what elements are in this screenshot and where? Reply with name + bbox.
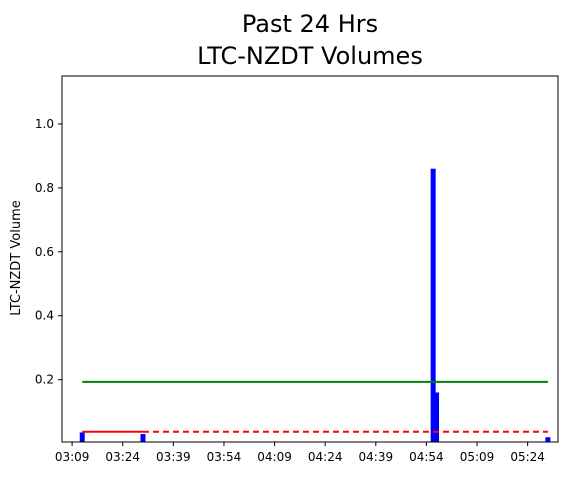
y-axis-label: LTC-NZDT Volume — [9, 200, 24, 315]
bars — [79, 168, 551, 442]
x-tick-label: 04:39 — [359, 450, 394, 464]
y-tick-label: 0.4 — [35, 309, 54, 323]
x-axis-ticks: 03:09 03:24 03:39 03:54 04:09 04:24 04:39 04:54… — [55, 442, 545, 464]
chart-title-line-2: LTC-NZDT Volumes — [197, 42, 423, 70]
volume-bar-4 — [545, 437, 551, 442]
x-tick-label: 03:09 — [55, 450, 90, 464]
x-tick-label: 03:54 — [207, 450, 242, 464]
x-tick-label: 04:09 — [257, 450, 292, 464]
y-tick-label: 0.6 — [35, 245, 54, 259]
chart-title-line-1: Past 24 Hrs — [242, 10, 378, 38]
x-tick-label: 05:09 — [460, 450, 495, 464]
volume-bar-1 — [140, 434, 146, 442]
volume-bar-2 — [430, 168, 436, 442]
y-tick-label: 0.8 — [35, 181, 54, 195]
x-tick-label: 04:54 — [409, 450, 444, 464]
x-tick-label: 03:39 — [156, 450, 191, 464]
x-tick-label: 03:24 — [105, 450, 140, 464]
reference-lines — [82, 380, 548, 433]
volume-bar-3 — [434, 392, 440, 442]
x-tick-label: 04:24 — [308, 450, 343, 464]
plot-frame — [61, 75, 559, 443]
volume-bar-0 — [79, 432, 85, 442]
y-tick-label: 1.0 — [35, 117, 54, 131]
x-tick-label: 05:24 — [510, 450, 545, 464]
y-axis-ticks: 0.2 0.4 0.6 0.8 1.0 — [35, 117, 62, 387]
plot-area — [62, 76, 558, 442]
y-tick-label: 0.2 — [35, 373, 54, 387]
